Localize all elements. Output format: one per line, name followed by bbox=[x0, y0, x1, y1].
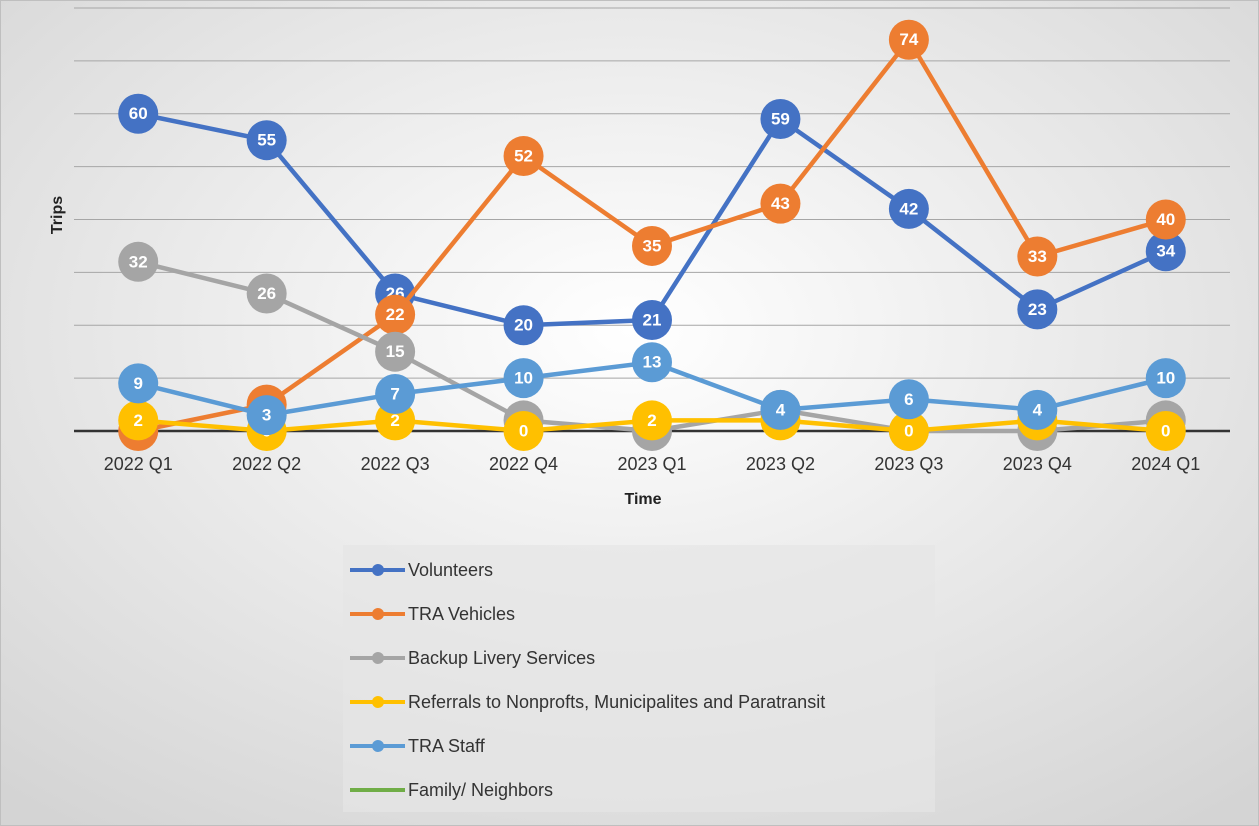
data-point bbox=[888, 188, 929, 229]
data-point bbox=[1017, 236, 1058, 277]
data-label: 2 bbox=[133, 411, 142, 430]
data-point bbox=[888, 379, 929, 420]
data-label: 40 bbox=[1156, 210, 1175, 229]
legend-label: TRA Vehicles bbox=[408, 604, 515, 624]
data-label: 2 bbox=[647, 411, 656, 430]
legend-label: TRA Staff bbox=[408, 736, 486, 756]
data-point bbox=[1145, 411, 1186, 451]
data-label: 0 bbox=[519, 421, 528, 440]
legend-marker bbox=[372, 564, 384, 576]
legend-marker bbox=[372, 696, 384, 708]
data-label: 35 bbox=[643, 236, 662, 255]
legend-marker bbox=[372, 740, 384, 752]
legend-marker bbox=[372, 608, 384, 620]
data-point bbox=[246, 120, 287, 161]
legend-box bbox=[343, 545, 935, 812]
data-point bbox=[1017, 289, 1058, 330]
data-label: 10 bbox=[514, 369, 533, 388]
x-tick-label: 2023 Q3 bbox=[874, 454, 943, 474]
legend-label: Backup Livery Services bbox=[408, 648, 595, 668]
x-tick-label: 2023 Q2 bbox=[746, 454, 815, 474]
data-label: 55 bbox=[257, 131, 276, 150]
data-label: 9 bbox=[133, 374, 142, 393]
legend-label: Volunteers bbox=[408, 560, 493, 580]
x-axis-title: Time bbox=[624, 491, 661, 508]
data-point bbox=[632, 299, 672, 340]
data-label: 22 bbox=[386, 305, 405, 324]
data-label: 60 bbox=[129, 104, 148, 123]
data-point bbox=[1017, 389, 1058, 430]
data-label: 0 bbox=[904, 421, 913, 440]
data-point bbox=[246, 273, 287, 314]
x-tick-label: 2023 Q1 bbox=[617, 454, 686, 474]
x-tick-label: 2024 Q1 bbox=[1131, 454, 1200, 474]
x-tick-label: 2022 Q2 bbox=[232, 454, 301, 474]
data-label: 21 bbox=[643, 310, 662, 329]
data-label: 74 bbox=[899, 30, 918, 49]
data-label: 2 bbox=[390, 411, 399, 430]
data-point bbox=[503, 358, 544, 399]
data-point bbox=[118, 241, 159, 282]
data-point bbox=[503, 305, 544, 346]
data-point bbox=[375, 331, 416, 372]
data-label: 26 bbox=[257, 284, 276, 303]
data-point bbox=[760, 183, 801, 224]
data-point bbox=[118, 93, 159, 134]
legend-label: Referrals to Nonprofts, Municipalites an… bbox=[408, 692, 825, 712]
legend-label: Family/ Neighbors bbox=[408, 780, 553, 800]
data-label: 6 bbox=[904, 390, 913, 409]
data-point bbox=[632, 225, 672, 266]
data-point bbox=[760, 389, 801, 430]
x-tick-label: 2023 Q4 bbox=[1003, 454, 1072, 474]
data-label: 20 bbox=[514, 316, 533, 335]
data-label: 3 bbox=[262, 406, 271, 425]
data-label: 23 bbox=[1028, 300, 1047, 319]
data-label: 0 bbox=[1161, 421, 1170, 440]
data-point bbox=[888, 19, 929, 60]
data-point bbox=[503, 136, 544, 177]
data-point bbox=[632, 342, 672, 383]
data-point bbox=[1145, 231, 1186, 272]
x-tick-label: 2022 Q3 bbox=[361, 454, 430, 474]
data-point bbox=[375, 294, 416, 335]
data-point bbox=[118, 363, 159, 404]
data-label: 7 bbox=[390, 384, 399, 403]
data-point bbox=[1145, 358, 1186, 399]
data-point bbox=[888, 411, 929, 451]
data-label: 4 bbox=[1033, 400, 1043, 419]
data-point bbox=[760, 99, 801, 140]
x-tick-label: 2022 Q1 bbox=[104, 454, 173, 474]
data-point bbox=[375, 373, 416, 414]
x-tick-label: 2022 Q4 bbox=[489, 454, 558, 474]
data-point bbox=[632, 400, 672, 441]
data-label: 10 bbox=[1156, 369, 1175, 388]
data-label: 32 bbox=[129, 252, 148, 271]
data-label: 34 bbox=[1156, 242, 1175, 261]
data-point bbox=[1145, 199, 1186, 240]
data-label: 42 bbox=[899, 199, 918, 218]
legend-marker bbox=[372, 652, 384, 664]
data-label: 59 bbox=[771, 110, 790, 129]
data-label: 15 bbox=[386, 342, 405, 361]
y-axis-title: Trips bbox=[49, 196, 66, 234]
data-label: 43 bbox=[771, 194, 790, 213]
data-label: 4 bbox=[776, 400, 786, 419]
data-point bbox=[118, 400, 159, 441]
data-point bbox=[246, 395, 287, 436]
data-label: 33 bbox=[1028, 247, 1047, 266]
data-label: 13 bbox=[643, 353, 662, 372]
data-point bbox=[503, 411, 544, 451]
data-label: 52 bbox=[514, 147, 533, 166]
